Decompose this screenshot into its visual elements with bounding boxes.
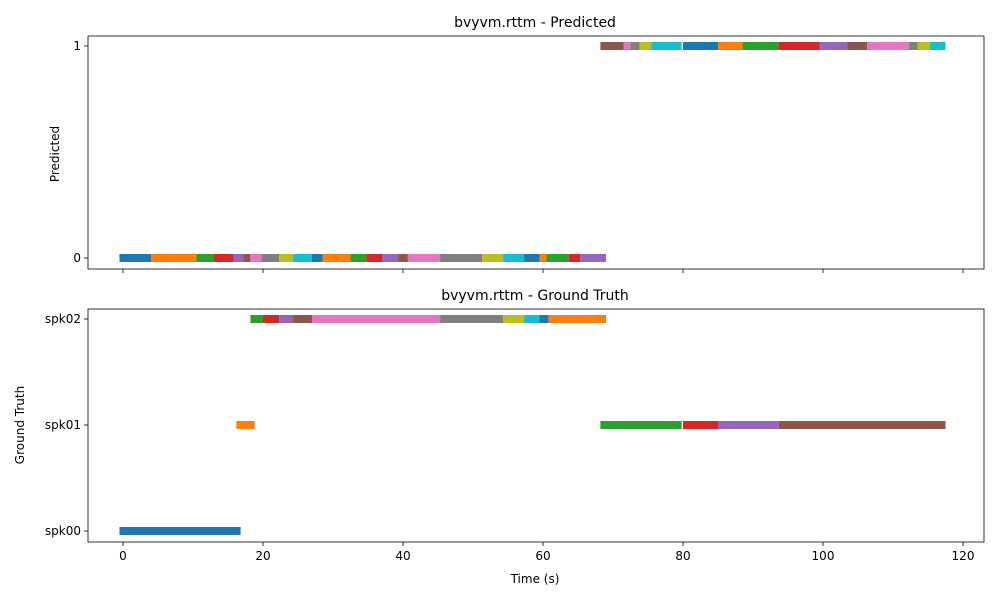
predicted-segment [580, 254, 606, 262]
predicted-segment [718, 42, 743, 50]
predicted-segment [398, 254, 408, 262]
predicted-segment [243, 254, 251, 262]
predicted-segment [546, 254, 569, 262]
predicted-segment [482, 254, 504, 262]
ground-truth-segment [718, 421, 779, 429]
predicted-segment [366, 254, 382, 262]
ground-truth-ytick-label: spk02 [45, 312, 81, 326]
predicted-segment [233, 254, 244, 262]
ground-truth-segment [236, 421, 255, 429]
ground-truth-xtick-label: 20 [255, 549, 270, 563]
predicted-xticks [122, 269, 964, 273]
predicted-segment [630, 42, 640, 50]
ground-truth-xtick-label: 100 [812, 549, 835, 563]
ground-truth-segment [683, 421, 718, 429]
predicted-segment [196, 254, 214, 262]
ground-truth-xtick-label: 60 [535, 549, 550, 563]
ground-truth-yticks: spk00 spk01 spk02 [45, 312, 88, 538]
ground-truth-ytick-label: spk01 [45, 418, 81, 432]
ground-truth-segment [263, 315, 280, 323]
predicted-segment [600, 42, 624, 50]
predicted-segment [250, 254, 262, 262]
predicted-segment [623, 42, 631, 50]
predicted-segment [909, 42, 918, 50]
predicted-segments [119, 42, 946, 262]
ground-truth-segment [600, 421, 682, 429]
predicted-segment [407, 254, 441, 262]
predicted-ytick-label: 0 [73, 251, 81, 265]
predicted-segment [568, 254, 581, 262]
predicted-segment [819, 42, 848, 50]
predicted-axes-frame [87, 35, 985, 270]
ground-truth-xticks: 0 20 40 60 80 100 120 [119, 542, 974, 563]
ground-truth-segment [250, 315, 263, 323]
ground-truth-panel: bvyvm.rttm - Ground Truth Ground Truth T… [13, 288, 985, 586]
predicted-segment [651, 42, 682, 50]
ground-truth-segment [539, 315, 549, 323]
ground-truth-xtick-label: 0 [119, 549, 127, 563]
predicted-segment [867, 42, 910, 50]
predicted-segment [503, 254, 525, 262]
predicted-segment [847, 42, 868, 50]
predicted-segment [119, 254, 151, 262]
ground-truth-axes-frame [87, 308, 985, 543]
ground-truth-xtick-label: 40 [395, 549, 410, 563]
predicted-panel: bvyvm.rttm - Predicted Predicted 01 [48, 15, 985, 273]
ground-truth-segment [524, 315, 540, 323]
predicted-segment [778, 42, 820, 50]
ground-truth-xtick-label: 120 [952, 549, 975, 563]
ground-truth-segments [119, 315, 946, 535]
ground-truth-xlabel: Time (s) [510, 572, 560, 586]
ground-truth-ylabel: Ground Truth [13, 386, 27, 464]
predicted-segment [524, 254, 540, 262]
ground-truth-title: bvyvm.rttm - Ground Truth [441, 288, 629, 304]
ground-truth-segment [119, 527, 241, 535]
ground-truth-segment [548, 315, 606, 323]
predicted-segment [639, 42, 652, 50]
ground-truth-segment [440, 315, 504, 323]
predicted-segment [742, 42, 779, 50]
ground-truth-segment [312, 315, 441, 323]
predicted-segment [683, 42, 718, 50]
ground-truth-ytick-label: spk00 [45, 524, 81, 538]
predicted-segment [382, 254, 399, 262]
predicted-title: bvyvm.rttm - Predicted [454, 15, 616, 31]
ground-truth-xtick-label: 80 [675, 549, 690, 563]
ground-truth-segment [293, 315, 312, 323]
predicted-segment [350, 254, 367, 262]
predicted-segment [261, 254, 280, 262]
predicted-segment [322, 254, 351, 262]
predicted-segment [539, 254, 547, 262]
predicted-segment [930, 42, 946, 50]
predicted-segment [917, 42, 931, 50]
ground-truth-segment [503, 315, 525, 323]
predicted-segment [312, 254, 323, 262]
predicted-segment [293, 254, 312, 262]
predicted-yticks: 01 [73, 39, 88, 265]
predicted-ylabel: Predicted [48, 126, 62, 182]
predicted-segment [151, 254, 197, 262]
predicted-segment [214, 254, 234, 262]
predicted-ytick-label: 1 [73, 39, 81, 53]
predicted-segment [440, 254, 483, 262]
ground-truth-segment [279, 315, 294, 323]
predicted-segment [279, 254, 294, 262]
ground-truth-segment [778, 421, 946, 429]
